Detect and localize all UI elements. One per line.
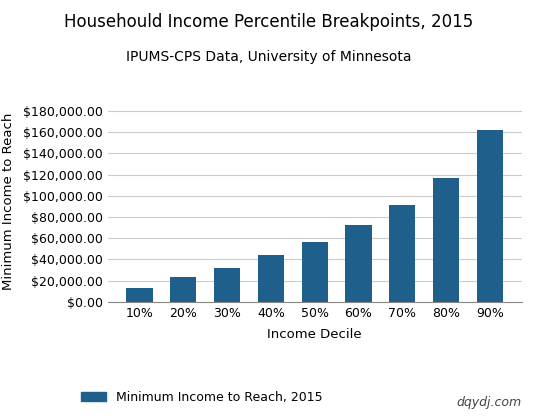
Bar xyxy=(258,255,284,302)
Text: Househould Income Percentile Breakpoints, 2015: Househould Income Percentile Breakpoints… xyxy=(65,13,473,31)
Y-axis label: Minimum Income to Reach: Minimum Income to Reach xyxy=(2,112,15,290)
Text: dqydj.com: dqydj.com xyxy=(457,396,522,409)
Bar xyxy=(302,243,328,302)
Bar xyxy=(389,205,415,302)
Legend: Minimum Income to Reach, 2015: Minimum Income to Reach, 2015 xyxy=(76,385,328,409)
Bar xyxy=(433,178,459,302)
Bar xyxy=(214,268,240,302)
X-axis label: Income Decile: Income Decile xyxy=(267,328,362,341)
Bar xyxy=(477,130,503,302)
Bar xyxy=(126,288,153,302)
Bar xyxy=(170,277,196,302)
Bar xyxy=(345,225,372,302)
Text: IPUMS-CPS Data, University of Minnesota: IPUMS-CPS Data, University of Minnesota xyxy=(126,50,412,64)
